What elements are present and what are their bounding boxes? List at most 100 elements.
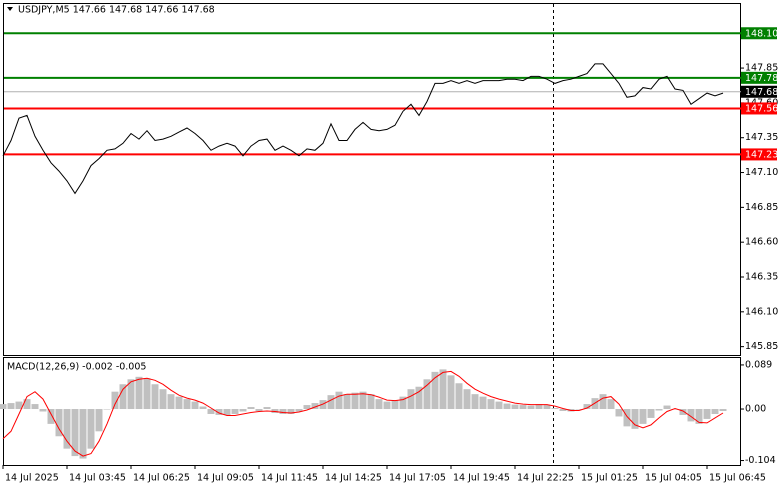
macd-bar xyxy=(703,409,711,419)
macd-bar xyxy=(495,401,503,410)
macd-bar xyxy=(535,404,543,410)
macd-bar xyxy=(359,391,367,410)
macd-bar xyxy=(263,407,271,410)
macd-bar xyxy=(375,399,383,410)
macd-bar xyxy=(527,405,535,410)
macd-bar xyxy=(119,384,127,410)
level-label-box xyxy=(741,102,777,115)
macd-bar xyxy=(407,389,415,410)
x-tick-label: 14 Jul 19:45 xyxy=(453,473,510,484)
macd-bar xyxy=(63,409,71,449)
macd-bar xyxy=(639,409,647,424)
macd-bar xyxy=(0,404,7,410)
macd-bar xyxy=(287,409,295,414)
macd-bar xyxy=(183,399,191,410)
x-tick-label: 14 Jul 11:45 xyxy=(261,473,318,484)
signal-line xyxy=(2,370,724,457)
macd-bar xyxy=(335,391,343,410)
macd-bar xyxy=(399,396,407,410)
macd-bar xyxy=(423,379,431,410)
x-tick-label: 14 Jul 06:25 xyxy=(133,473,190,484)
macd-bar xyxy=(631,409,639,429)
macd-bar xyxy=(655,409,663,411)
macd-bar xyxy=(543,405,551,410)
macd-bar xyxy=(111,391,119,410)
macd-bar xyxy=(311,403,319,410)
y-tick-label: 147.85 xyxy=(745,63,778,74)
macd-bar xyxy=(215,409,223,415)
x-tick-label: 14 Jul 22:25 xyxy=(517,473,574,484)
macd-bar xyxy=(391,400,399,410)
macd-bar xyxy=(55,409,63,437)
macd-bar xyxy=(7,403,15,410)
level-label-box xyxy=(741,71,777,84)
y-tick-label: 0.00 xyxy=(745,404,766,415)
y-tick-label: -0.104 xyxy=(745,455,776,466)
macd-bar xyxy=(511,404,519,410)
macd-bar xyxy=(223,409,231,415)
last-price-label: 147.68 xyxy=(745,87,778,98)
macd-bar xyxy=(663,405,671,410)
macd-bar xyxy=(159,389,167,410)
macd-bar xyxy=(175,396,183,410)
macd-bar xyxy=(711,409,719,414)
macd-bar xyxy=(647,409,655,418)
x-tick-label: 14 Jul 09:05 xyxy=(197,473,254,484)
level-label-box xyxy=(741,27,777,40)
macd-bar xyxy=(415,386,423,410)
macd-bar xyxy=(151,384,159,410)
x-tick-label: 14 Jul 17:05 xyxy=(389,473,446,484)
macd-bar xyxy=(479,396,487,410)
macd-bar xyxy=(103,409,111,410)
macd-bar xyxy=(191,401,199,410)
macd-bar xyxy=(167,394,175,410)
macd-bar xyxy=(575,409,583,410)
macd-bar xyxy=(231,409,239,414)
macd-bar xyxy=(615,409,623,417)
macd-bar xyxy=(719,409,727,412)
y-tick-label: 147.10 xyxy=(745,167,778,178)
level-label: 147.23 xyxy=(745,149,778,160)
macd-bar xyxy=(135,376,143,410)
macd-bar xyxy=(607,399,615,410)
y-tick-label: 146.85 xyxy=(745,202,778,213)
macd-bar xyxy=(127,379,135,410)
macd-bar xyxy=(383,401,391,410)
macd-bar xyxy=(303,405,311,410)
macd-bar xyxy=(71,409,79,457)
macd-bar xyxy=(47,409,55,424)
macd-bar xyxy=(343,394,351,410)
y-tick-label: 145.85 xyxy=(745,341,778,352)
macd-bar xyxy=(583,404,591,410)
macd-bar xyxy=(695,409,703,424)
macd-bar xyxy=(455,383,463,410)
price-line xyxy=(2,63,724,195)
macd-bar xyxy=(15,401,23,410)
macd-bar xyxy=(327,395,335,410)
level-label-box xyxy=(741,148,777,161)
x-tick-label: 14 Jul 2025 xyxy=(5,473,59,484)
x-tick-label: 14 Jul 14:25 xyxy=(325,473,382,484)
macd-bar xyxy=(671,409,679,410)
macd-bar xyxy=(207,409,215,414)
macd-title: MACD(12,26,9) -0.002 -0.005 xyxy=(7,362,146,373)
macd-bar xyxy=(247,407,255,410)
macd-bar xyxy=(551,408,559,410)
macd-bar xyxy=(503,403,511,410)
macd-bar xyxy=(519,405,527,410)
level-label: 147.78 xyxy=(745,73,778,84)
macd-bar xyxy=(239,409,247,412)
price-panel-border xyxy=(3,3,741,356)
y-tick-label: 146.60 xyxy=(745,237,778,248)
macd-bar xyxy=(439,369,447,410)
macd-bar xyxy=(367,394,375,410)
macd-bar xyxy=(447,375,455,410)
macd-bar xyxy=(199,406,207,410)
macd-panel-border xyxy=(3,357,741,466)
macd-bar xyxy=(39,409,47,412)
y-tick-label: 0.089 xyxy=(745,359,772,370)
macd-bar xyxy=(471,394,479,410)
x-tick-label: 15 Jul 04:05 xyxy=(645,473,702,484)
